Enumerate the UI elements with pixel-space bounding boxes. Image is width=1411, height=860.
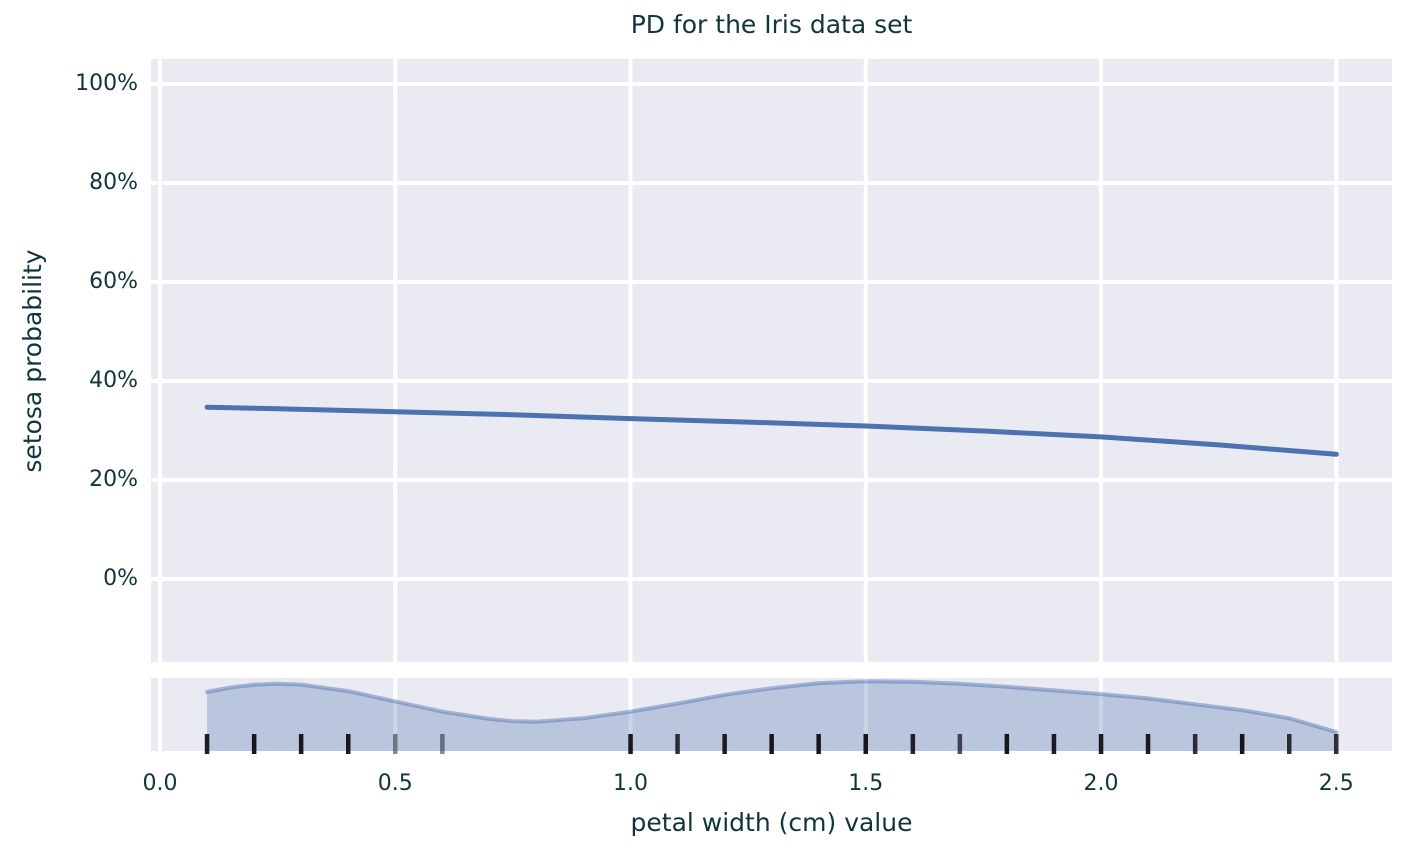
density-strip	[151, 678, 1392, 754]
x-tick-label: 0.0	[142, 771, 178, 796]
y-tick-label: 80%	[89, 170, 138, 195]
rug-mark	[251, 734, 257, 754]
x-tick-label: 2.0	[1083, 771, 1119, 796]
rug-mark	[957, 734, 963, 754]
rug-mark	[1145, 734, 1151, 754]
x-tick-label: 1.0	[613, 771, 648, 796]
density-rug-chart	[151, 678, 1392, 754]
rug-mark	[816, 734, 821, 754]
rug-mark	[675, 734, 680, 754]
rug-mark	[1334, 734, 1339, 754]
density-curve	[205, 679, 1339, 734]
y-tick-label: 0%	[103, 566, 138, 591]
pd-line-chart	[151, 59, 1392, 662]
rug-mark	[346, 734, 351, 754]
rug-mark	[1239, 734, 1245, 754]
rug-mark	[1051, 734, 1057, 754]
rug-mark	[769, 734, 774, 754]
rug-mark	[393, 734, 398, 754]
x-tick-label: 2.5	[1318, 771, 1354, 796]
pd-line	[204, 404, 1339, 457]
rug-mark	[1287, 734, 1292, 754]
main-plot-area	[151, 59, 1392, 662]
rug-mark	[863, 734, 868, 754]
rug-mark	[910, 734, 916, 754]
rug-mark	[1192, 734, 1198, 754]
rug-mark	[628, 734, 633, 754]
x-axis-label: petal width (cm) value	[630, 808, 913, 837]
x-tick-label: 1.5	[848, 771, 884, 796]
rug-mark	[1004, 734, 1010, 754]
rug-mark	[298, 734, 304, 754]
density-fill	[207, 681, 1337, 751]
y-tick-label: 100%	[75, 71, 138, 96]
rug-mark	[440, 734, 445, 754]
y-axis-label: setosa probability	[18, 249, 47, 473]
rug-mark	[204, 734, 210, 754]
rug-mark	[722, 734, 727, 754]
rug-mark	[1098, 734, 1104, 754]
x-tick-label: 0.5	[377, 771, 413, 796]
chart-title: PD for the Iris data set	[630, 10, 913, 39]
